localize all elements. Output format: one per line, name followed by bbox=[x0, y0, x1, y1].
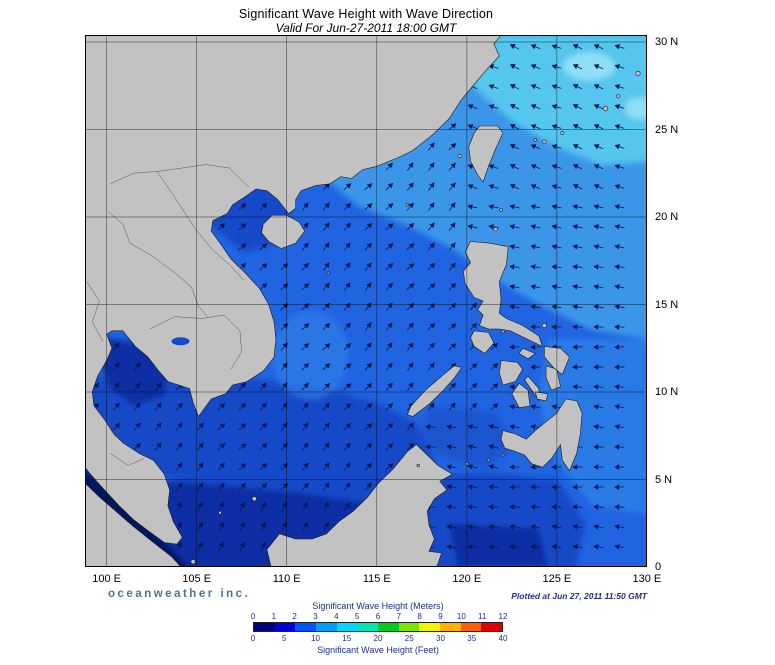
lat-label: 5 N bbox=[655, 473, 673, 486]
lat-label: 20 N bbox=[655, 211, 679, 223]
colorbar-cell bbox=[295, 623, 317, 631]
colorbar bbox=[253, 622, 503, 632]
lon-label: 110 E bbox=[272, 573, 301, 585]
meters-tick: 10 bbox=[456, 612, 466, 621]
feet-tick: 25 bbox=[404, 634, 414, 643]
plotted-timestamp: Plotted at Jun 27, 2011 11:50 GMT bbox=[511, 591, 647, 601]
lat-label: 15 N bbox=[655, 298, 679, 311]
grid-layer bbox=[85, 35, 647, 567]
legend-meters-label: Significant Wave Height (Meters) bbox=[312, 601, 444, 611]
wave-map-svg bbox=[85, 35, 647, 567]
page-title: Significant Wave Height with Wave Direct… bbox=[238, 7, 494, 21]
colorbar-cell bbox=[440, 623, 461, 631]
lon-label: 125 E bbox=[542, 573, 572, 585]
colorbar-cell bbox=[378, 623, 399, 631]
colorbar-cell bbox=[357, 623, 379, 631]
lon-label: 130 E bbox=[632, 573, 662, 585]
wave-height-map bbox=[85, 35, 647, 567]
meters-tick: 9 bbox=[438, 612, 443, 621]
colorbar-cell bbox=[460, 623, 482, 631]
feet-tick: 30 bbox=[436, 634, 445, 643]
meters-tick: 5 bbox=[354, 612, 360, 621]
lon-label: 120 E bbox=[452, 573, 482, 585]
feet-tick: 20 bbox=[373, 634, 383, 643]
wave-direction-arrow-layer bbox=[91, 44, 625, 552]
meters-tick: 0 bbox=[250, 612, 256, 621]
feet-tick: 15 bbox=[342, 634, 352, 643]
colorbar-cell bbox=[481, 623, 503, 631]
meters-tick: 12 bbox=[498, 612, 508, 621]
colorbar-cell bbox=[398, 623, 420, 631]
lon-label: 105 E bbox=[182, 573, 212, 585]
meters-tick: 3 bbox=[313, 612, 318, 621]
meters-tick: 11 bbox=[478, 612, 487, 621]
feet-tick: 10 bbox=[311, 634, 320, 643]
feet-tick: 35 bbox=[467, 634, 477, 643]
lat-label: 0 bbox=[655, 561, 662, 573]
lon-label: 100 E bbox=[92, 573, 121, 585]
country-border-layer bbox=[86, 164, 250, 466]
feet-tick: 40 bbox=[498, 634, 508, 643]
meters-tick: 6 bbox=[375, 612, 381, 621]
lat-label: 10 N bbox=[655, 386, 679, 398]
colorbar-cell bbox=[254, 623, 275, 631]
lon-label: 115 E bbox=[362, 573, 391, 585]
meters-ticks: 0 1 2 3 4 5 6 7 8 9 10 11 12 bbox=[250, 612, 508, 621]
feet-tick: 5 bbox=[282, 634, 287, 643]
meters-tick: 7 bbox=[396, 612, 402, 621]
legend-feet-label: Significant Wave Height (Feet) bbox=[317, 645, 439, 655]
feet-tick: 0 bbox=[250, 634, 256, 643]
colorbar-cell bbox=[274, 623, 296, 631]
map-frame bbox=[85, 35, 647, 567]
lat-label: 30 N bbox=[655, 36, 679, 48]
land-layer bbox=[85, 35, 641, 567]
meters-tick: 8 bbox=[417, 612, 422, 621]
colorbar-cell bbox=[336, 623, 358, 631]
colorbar-cell bbox=[316, 623, 337, 631]
meters-tick: 1 bbox=[271, 612, 277, 621]
meters-tick: 4 bbox=[334, 612, 339, 621]
colorbar-cell bbox=[419, 623, 441, 631]
lat-label: 25 N bbox=[655, 123, 679, 136]
feet-ticks: 0 5 10 15 20 25 30 35 40 bbox=[250, 634, 508, 643]
oceanweather-branding: oceanweather inc. bbox=[108, 588, 251, 600]
meters-tick: 2 bbox=[292, 612, 297, 621]
valid-time-subtitle: Valid For Jun-27-2011 18:00 GMT bbox=[275, 21, 457, 35]
